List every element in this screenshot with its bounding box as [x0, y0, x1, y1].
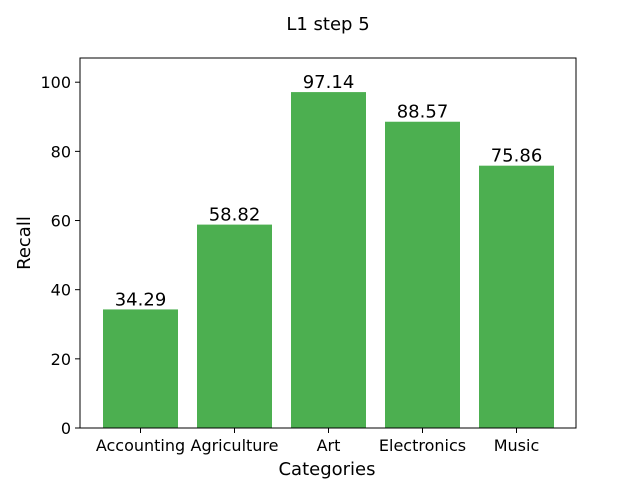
chart-title: L1 step 5: [286, 14, 369, 35]
y-tick-label-80: 80: [51, 142, 71, 161]
x-tick-label-electronics: Electronics: [379, 436, 466, 455]
x-tick-label-art: Art: [317, 436, 341, 455]
plot-frame: [79, 57, 577, 429]
y-tick-label-20: 20: [51, 350, 71, 369]
x-tick-label-accounting: Accounting: [96, 436, 185, 455]
bar-music: [479, 165, 554, 429]
x-axis: Accounting Agriculture Art Electronics Music: [96, 428, 539, 455]
data-label-electronics: 88.57: [397, 102, 449, 123]
x-axis-label: Categories: [278, 459, 375, 480]
bar-agriculture: [197, 224, 272, 428]
data-label-music: 75.86: [491, 146, 543, 167]
data-label-accounting: 34.29: [115, 289, 167, 310]
x-tick-label-agriculture: Agriculture: [191, 436, 279, 455]
bar-accounting: [103, 309, 178, 428]
bars-group: 34.29 58.82 97.14 88.57 75.86: [103, 72, 554, 429]
y-axis-label: Recall: [14, 216, 35, 270]
y-tick-label-100: 100: [40, 73, 71, 92]
x-tick-label-music: Music: [494, 436, 540, 455]
y-tick-label-40: 40: [51, 281, 71, 300]
bar-art: [291, 92, 366, 428]
bar-electronics: [385, 121, 460, 428]
data-label-art: 97.14: [303, 72, 355, 93]
y-tick-label-0: 0: [61, 419, 71, 438]
y-tick-label-60: 60: [51, 212, 71, 231]
data-label-agriculture: 58.82: [209, 205, 261, 226]
y-axis: 0 20 40 60 80 100: [40, 73, 80, 438]
